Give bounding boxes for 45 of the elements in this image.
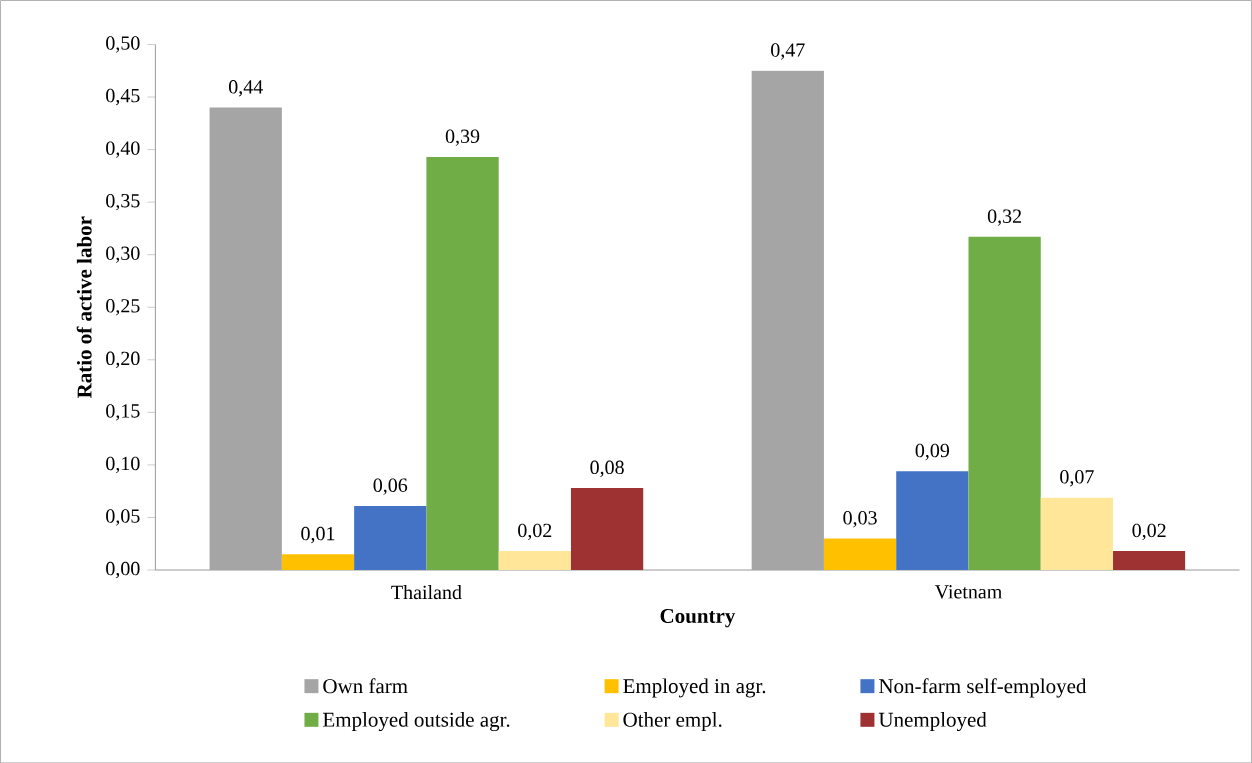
bar: [570, 487, 644, 570]
y-tick-label: 0,50: [106, 36, 140, 53]
y-tick-label: 0,45: [106, 88, 140, 106]
y-tick-label: 0,10: [106, 456, 140, 473]
bar: [426, 156, 499, 570]
legend-label: Non-farm self-employed: [879, 678, 1087, 698]
bar: [281, 554, 355, 570]
y-tick-label: 0,00: [106, 561, 140, 579]
bar: [1040, 497, 1114, 570]
data-label: 0,06: [373, 478, 408, 495]
data-label: 0,03: [843, 510, 877, 528]
legend-label: Employed outside agr.: [323, 711, 510, 731]
legend-label: Employed in agr.: [623, 678, 766, 698]
y-tick-label: 0,35: [106, 193, 140, 211]
bar: [896, 471, 969, 570]
bar: [968, 236, 1041, 570]
legend-label: Other empl.: [623, 711, 722, 731]
y-tick-label: 0,25: [106, 298, 140, 316]
bar: [498, 550, 571, 570]
legend-label: Own farm: [323, 678, 408, 694]
y-tick-label: 0,20: [106, 351, 140, 368]
data-label: 0,07: [1060, 469, 1094, 487]
bar: [209, 107, 282, 570]
y-tick-label: 0,05: [106, 509, 140, 526]
y-axis-title: Ratio of active labor: [76, 216, 92, 398]
bar: [1113, 550, 1186, 570]
data-label: 0,09: [915, 443, 950, 460]
data-label: 0,02: [518, 523, 552, 540]
data-label: 0,08: [590, 460, 624, 477]
x-tick-label: Vietnam: [934, 584, 1002, 599]
y-tick-label: 0,30: [106, 246, 140, 263]
data-label: 0,01: [301, 526, 335, 544]
y-tick-label: 0,15: [106, 403, 140, 421]
bar: [354, 505, 427, 570]
y-tick-label: 0,40: [106, 141, 140, 158]
bar: [823, 538, 897, 570]
data-label: 0,44: [228, 79, 263, 97]
bar: [751, 70, 824, 570]
x-tick-label: Thailand: [391, 584, 462, 599]
data-label: 0,39: [445, 129, 480, 146]
legend-label: Unemployed: [878, 711, 987, 731]
x-axis-title: Country: [660, 608, 736, 628]
data-label: 0,47: [771, 43, 805, 60]
data-label: 0,02: [1132, 523, 1166, 540]
data-label: 0,32: [987, 209, 1022, 226]
